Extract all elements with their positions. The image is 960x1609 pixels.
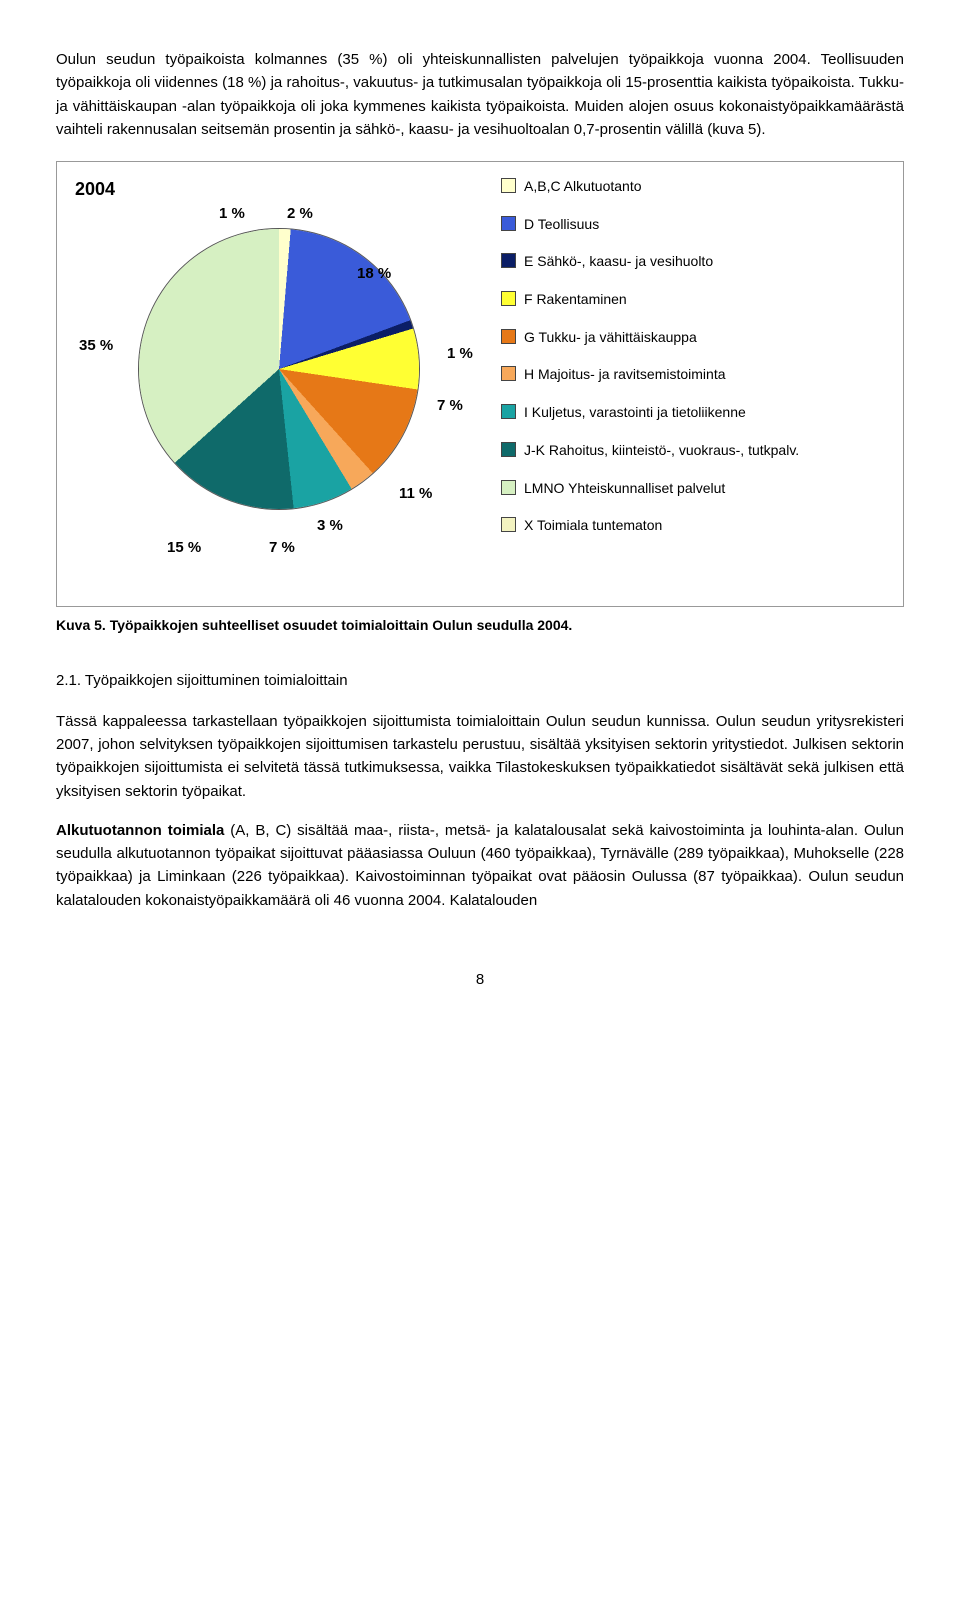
- slice-label-3pct: 3 %: [317, 514, 343, 537]
- section-heading: 2.1. Työpaikkojen sijoittuminen toimialo…: [56, 669, 904, 692]
- slice-label-7pct-right: 7 %: [437, 394, 463, 417]
- legend-label: I Kuljetus, varastointi ja tietoliikenne: [524, 402, 746, 424]
- legend-item: J-K Rahoitus, kiinteistö-, vuokraus-, tu…: [501, 440, 891, 462]
- legend-swatch: [501, 216, 516, 231]
- legend-label: G Tukku- ja vähittäiskauppa: [524, 327, 697, 349]
- legend-item: G Tukku- ja vähittäiskauppa: [501, 327, 891, 349]
- paragraph-3: Alkutuotannon toimiala (A, B, C) sisältä…: [56, 819, 904, 912]
- legend-label: D Teollisuus: [524, 214, 599, 236]
- legend-label: F Rakentaminen: [524, 289, 627, 311]
- legend-label: E Sähkö-, kaasu- ja vesihuolto: [524, 251, 713, 273]
- pie-chart-box: 2004 1 % 2 % 18 % 35 % 1 % 7 % 11 % 3 % …: [56, 161, 904, 607]
- slice-label-1pct-top: 1 %: [219, 202, 245, 225]
- slice-label-2pct: 2 %: [287, 202, 313, 225]
- legend-label: X Toimiala tuntematon: [524, 515, 662, 537]
- slice-label-11pct: 11 %: [399, 482, 432, 505]
- legend-item: F Rakentaminen: [501, 289, 891, 311]
- slice-label-7pct-bot: 7 %: [269, 536, 295, 559]
- paragraph-2: Tässä kappaleessa tarkastellaan työpaikk…: [56, 710, 904, 803]
- legend-swatch: [501, 480, 516, 495]
- legend-item: LMNO Yhteiskunnalliset palvelut: [501, 478, 891, 500]
- page-number: 8: [56, 968, 904, 991]
- chart-year: 2004: [75, 176, 115, 204]
- slice-label-18pct: 18 %: [357, 262, 391, 285]
- legend-swatch: [501, 291, 516, 306]
- legend-swatch: [501, 404, 516, 419]
- pie-chart: 2004 1 % 2 % 18 % 35 % 1 % 7 % 11 % 3 % …: [69, 174, 489, 594]
- legend-item: A,B,C Alkutuotanto: [501, 176, 891, 198]
- legend-swatch: [501, 366, 516, 381]
- legend-swatch: [501, 517, 516, 532]
- legend-item: E Sähkö-, kaasu- ja vesihuolto: [501, 251, 891, 273]
- legend-swatch: [501, 253, 516, 268]
- legend-label: H Majoitus- ja ravitsemistoiminta: [524, 364, 726, 386]
- paragraph-3-bold: Alkutuotannon toimiala: [56, 822, 224, 839]
- chart-legend: A,B,C Alkutuotanto D Teollisuus E Sähkö-, …: [489, 174, 891, 553]
- legend-label: J-K Rahoitus, kiinteistö-, vuokraus-, tu…: [524, 440, 799, 462]
- slice-label-35pct: 35 %: [79, 334, 113, 357]
- legend-item: X Toimiala tuntematon: [501, 515, 891, 537]
- slice-label-15pct: 15 %: [167, 536, 201, 559]
- legend-item: D Teollisuus: [501, 214, 891, 236]
- legend-swatch: [501, 442, 516, 457]
- legend-item: I Kuljetus, varastointi ja tietoliikenne: [501, 402, 891, 424]
- legend-label: LMNO Yhteiskunnalliset palvelut: [524, 478, 725, 500]
- chart-caption: Kuva 5. Työpaikkojen suhteelliset osuude…: [56, 615, 904, 637]
- legend-swatch: [501, 178, 516, 193]
- slice-label-1pct-right: 1 %: [447, 342, 473, 365]
- legend-label: A,B,C Alkutuotanto: [524, 176, 642, 198]
- legend-item: H Majoitus- ja ravitsemistoiminta: [501, 364, 891, 386]
- paragraph-1: Oulun seudun työpaikoista kolmannes (35 …: [56, 48, 904, 141]
- legend-swatch: [501, 329, 516, 344]
